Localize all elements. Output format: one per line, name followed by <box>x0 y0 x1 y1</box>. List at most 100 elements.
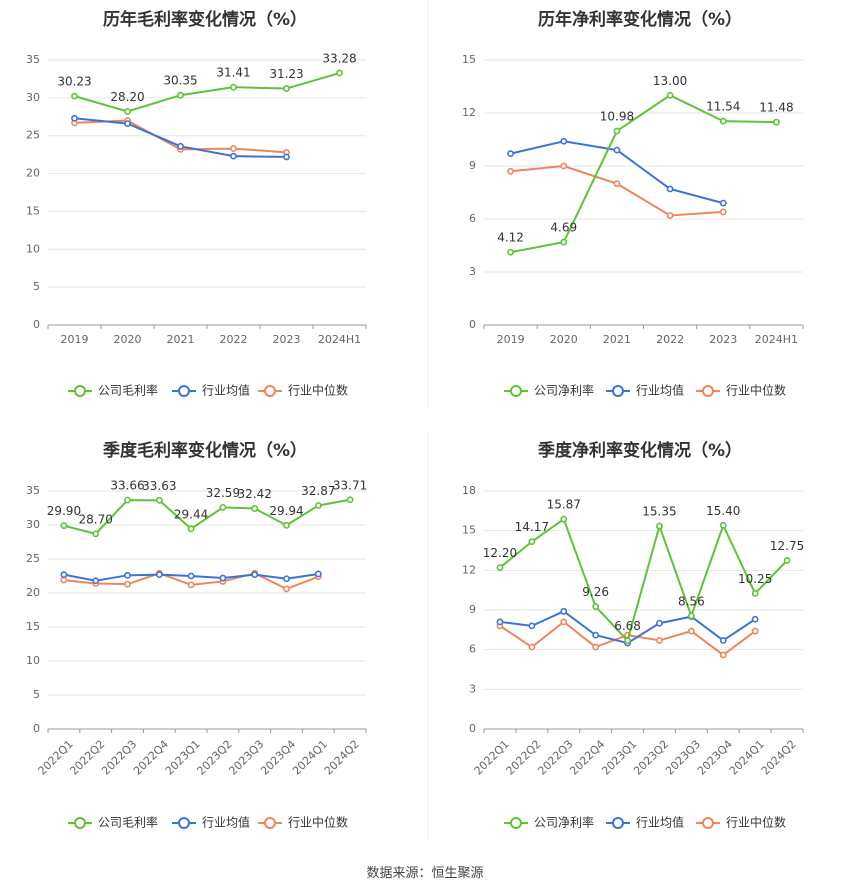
data-point-median <box>719 208 727 216</box>
y-tick-label: 0 <box>33 318 40 331</box>
data-point-avg <box>230 152 237 160</box>
data-point-company <box>496 564 504 572</box>
data-point-company <box>177 91 184 99</box>
data-point-company <box>283 85 290 92</box>
y-tick-label: 6 <box>469 643 476 656</box>
data-point-avg <box>92 577 100 585</box>
legend-label: 行业中位数 <box>288 383 348 398</box>
data-point-avg <box>613 146 621 154</box>
legend-item-median: 行业中位数 <box>258 383 348 398</box>
data-label: 28.70 <box>79 512 113 526</box>
legend-item-median: 行业中位数 <box>258 815 348 830</box>
data-point-median <box>560 618 568 626</box>
legend-swatch-marker <box>510 385 522 397</box>
legend-item-company: 公司净利率 <box>504 815 594 830</box>
legend-swatch-marker <box>264 817 276 829</box>
y-tick-label: 6 <box>469 212 476 225</box>
data-label: 15.35 <box>642 505 676 519</box>
data-point-company <box>613 127 621 135</box>
data-label: 4.12 <box>497 231 524 245</box>
data-point-avg <box>560 137 568 145</box>
data-point-company <box>773 118 780 126</box>
legend-label: 公司毛利率 <box>98 815 158 830</box>
data-point-avg <box>314 570 322 578</box>
y-tick-label: 15 <box>26 204 40 217</box>
legend-item-median: 行业中位数 <box>696 815 786 830</box>
y-tick-label: 10 <box>26 242 40 255</box>
data-point-avg <box>656 619 663 627</box>
legend-item-avg: 行业均值 <box>172 383 250 398</box>
data-label: 8.56 <box>678 594 705 608</box>
legend-item-median: 行业中位数 <box>696 383 786 398</box>
data-source-note: 数据来源：恒生聚源 <box>366 866 484 881</box>
data-point-company <box>719 117 727 125</box>
data-label: 33.63 <box>142 479 176 493</box>
data-point-median <box>528 643 536 651</box>
data-label: 29.94 <box>269 504 303 518</box>
series-line-company <box>499 517 788 643</box>
x-tick-label: 2021 <box>603 333 631 346</box>
legend-item-avg: 行业均值 <box>606 383 684 398</box>
legend-swatch-marker <box>702 385 714 397</box>
data-label: 32.59 <box>206 486 240 500</box>
data-label: 30.23 <box>57 75 91 89</box>
legend-swatch-marker <box>178 385 190 397</box>
legend-swatch-marker <box>74 817 86 829</box>
legend-label: 行业均值 <box>636 383 684 398</box>
data-point-company <box>560 238 568 246</box>
data-point-median <box>656 637 663 644</box>
data-point-median <box>751 627 759 635</box>
chart-panel-3: 季度毛利率变化情况（%）051015202530352022Q12022Q220… <box>26 440 367 830</box>
x-tick-label: 2023 <box>273 333 301 346</box>
legend-swatch-marker <box>264 385 276 397</box>
data-point-company <box>507 248 514 256</box>
y-tick-label: 0 <box>469 722 476 735</box>
data-point-avg <box>751 615 759 623</box>
x-tick-label: 2020 <box>114 333 142 346</box>
y-tick-label: 25 <box>26 552 40 565</box>
data-point-avg <box>155 571 163 579</box>
y-tick-label: 3 <box>469 265 476 278</box>
legend-label: 行业均值 <box>202 383 250 398</box>
legend-item-company: 公司毛利率 <box>68 383 158 398</box>
data-point-company <box>560 515 568 523</box>
data-point-company <box>336 69 343 77</box>
data-label: 12.75 <box>770 539 804 553</box>
data-point-company <box>528 538 536 546</box>
legend-swatch-marker <box>510 817 522 829</box>
series-line-median <box>510 164 724 217</box>
data-label: 12.20 <box>483 546 517 560</box>
data-label: 15.40 <box>706 504 740 518</box>
x-tick-label: 2024Q2 <box>759 738 799 778</box>
data-point-avg <box>71 114 78 122</box>
y-tick-label: 18 <box>462 484 476 497</box>
y-tick-label: 10 <box>26 654 40 667</box>
legend-swatch-marker <box>702 817 714 829</box>
data-label: 29.44 <box>174 507 208 521</box>
chart-panel-4: 季度净利率变化情况（%）03691215182022Q12022Q22022Q3… <box>462 440 804 830</box>
legend-swatch-marker <box>178 817 190 829</box>
x-tick-label: 2020 <box>550 333 578 346</box>
data-label: 30.35 <box>163 74 197 88</box>
x-tick-label: 2019 <box>497 333 525 346</box>
data-point-company <box>187 525 195 533</box>
data-point-company <box>624 637 631 645</box>
y-tick-label: 20 <box>26 586 40 599</box>
data-label: 32.42 <box>238 487 272 501</box>
chart-title: 季度毛利率变化情况（%） <box>103 440 307 461</box>
data-point-company <box>124 496 131 504</box>
x-tick-label: 2023 <box>709 333 737 346</box>
data-label: 4.69 <box>550 221 577 235</box>
legend-label: 公司净利率 <box>534 815 594 830</box>
legend-label: 行业中位数 <box>726 383 786 398</box>
y-tick-label: 0 <box>469 318 476 331</box>
y-tick-label: 35 <box>26 53 40 66</box>
data-label: 33.71 <box>333 478 367 492</box>
chart-panel-1: 历年毛利率变化情况（%） 0 5 10 15 20 25 30 35 2019 2020 2021 20… <box>26 9 367 398</box>
data-point-company <box>719 521 727 529</box>
data-point-median <box>613 180 621 188</box>
y-tick-label: 35 <box>26 484 40 497</box>
y-tick-label: 9 <box>469 159 476 172</box>
legend-swatch-marker <box>612 817 624 829</box>
data-point-company <box>124 108 131 115</box>
